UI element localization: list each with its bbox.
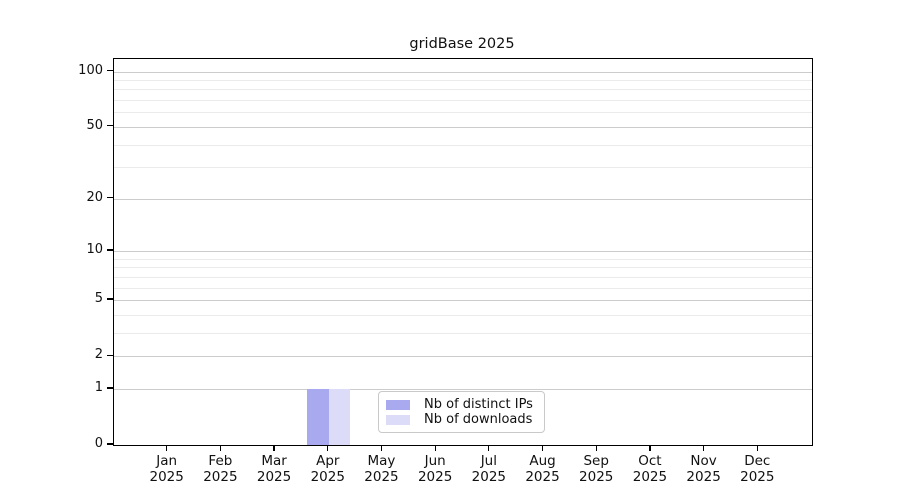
y-axis-tick-5	[107, 298, 113, 300]
chart-title: gridBase 2025	[409, 36, 515, 52]
y-axis-tick-label-20: 20	[86, 189, 103, 205]
y-axis-tick-label-2: 2	[94, 347, 103, 363]
x-axis-tick-nov	[703, 445, 705, 451]
minor-gridline-70	[114, 100, 812, 102]
y-axis-tick-0	[107, 443, 113, 445]
x-axis-tick-label-jul: Jul 2025	[471, 453, 507, 485]
legend-swatch-downloads	[386, 414, 410, 425]
x-axis-tick-label-feb: Feb 2025	[203, 453, 238, 485]
major-gridline-2	[114, 356, 812, 358]
x-axis-tick-jul	[488, 445, 490, 451]
y-axis-tick-20	[107, 197, 113, 199]
y-axis-tick-label-50: 50	[86, 117, 103, 133]
x-axis-tick-feb	[219, 445, 221, 451]
y-axis-tick-label-100: 100	[78, 62, 103, 78]
major-gridline-10	[114, 250, 812, 252]
minor-gridline-80	[114, 89, 812, 91]
minor-gridline-60	[114, 112, 812, 114]
y-axis-tick-label-10: 10	[86, 241, 103, 257]
major-gridline-20	[114, 198, 812, 200]
y-axis-tick-50	[107, 125, 113, 127]
y-axis-tick-2	[107, 354, 113, 356]
x-axis-tick-may	[380, 445, 383, 451]
y-axis-tick-label-0: 0	[94, 436, 103, 451]
x-axis-tick-aug	[541, 445, 544, 451]
legend: Nb of distinct IPs Nb of downloads	[378, 391, 545, 433]
y-axis-tick-label-5: 5	[94, 291, 103, 307]
major-gridline-50	[114, 126, 812, 128]
legend-swatch-distinct-ips	[386, 399, 410, 410]
minor-gridline-40	[114, 144, 812, 146]
x-axis-tick-label-dec: Dec 2025	[740, 453, 775, 485]
x-axis-tick-label-may: May 2025	[364, 453, 399, 485]
y-axis-tick-label-1: 1	[94, 379, 103, 395]
legend-label-downloads: Nb of downloads	[424, 412, 533, 427]
major-gridline-1	[114, 388, 812, 390]
minor-gridline-3	[114, 332, 812, 334]
x-axis-tick-oct	[649, 445, 651, 451]
minor-gridline-90	[114, 80, 812, 82]
minor-gridline-7	[114, 276, 812, 278]
x-axis-tick-dec	[756, 445, 758, 451]
x-axis-tick-label-jan: Jan 2025	[149, 453, 184, 485]
x-axis-tick-jun	[434, 445, 436, 451]
x-axis-tick-label-apr: Apr 2025	[310, 453, 345, 485]
y-axis-tick-1	[107, 387, 113, 389]
minor-gridline-30	[114, 167, 812, 169]
x-axis-tick-label-nov: Nov 2025	[686, 453, 721, 485]
minor-gridline-8	[114, 267, 812, 269]
legend-label-distinct-ips: Nb of distinct IPs	[424, 397, 533, 412]
minor-gridline-4	[114, 314, 812, 316]
y-axis-tick-10	[107, 249, 113, 251]
bar-nb-of-distinct-ips-apr-2025	[307, 388, 329, 445]
major-gridline-100	[114, 71, 812, 73]
x-axis-tick-label-jun: Jun 2025	[417, 453, 453, 485]
x-axis-tick-label-sep: Sep 2025	[579, 453, 614, 485]
x-axis-tick-apr	[327, 445, 329, 451]
x-axis-tick-label-mar: Mar 2025	[256, 453, 292, 485]
major-gridline-5	[114, 300, 812, 302]
minor-gridline-6	[114, 287, 812, 289]
legend-item-downloads: Nb of downloads	[386, 412, 536, 427]
bar-nb-of-downloads-apr-2025	[328, 388, 351, 445]
legend-item-distinct-ips: Nb of distinct IPs	[386, 397, 536, 412]
minor-gridline-9	[114, 258, 812, 260]
y-axis-tick-100	[107, 69, 113, 72]
x-axis-tick-jan	[166, 445, 168, 451]
plot-area	[113, 58, 813, 446]
x-axis-tick-label-aug: Aug 2025	[525, 453, 560, 485]
x-axis-tick-sep	[595, 445, 597, 451]
x-axis-tick-label-oct: Oct 2025	[632, 453, 668, 485]
x-axis-tick-mar	[273, 445, 275, 451]
